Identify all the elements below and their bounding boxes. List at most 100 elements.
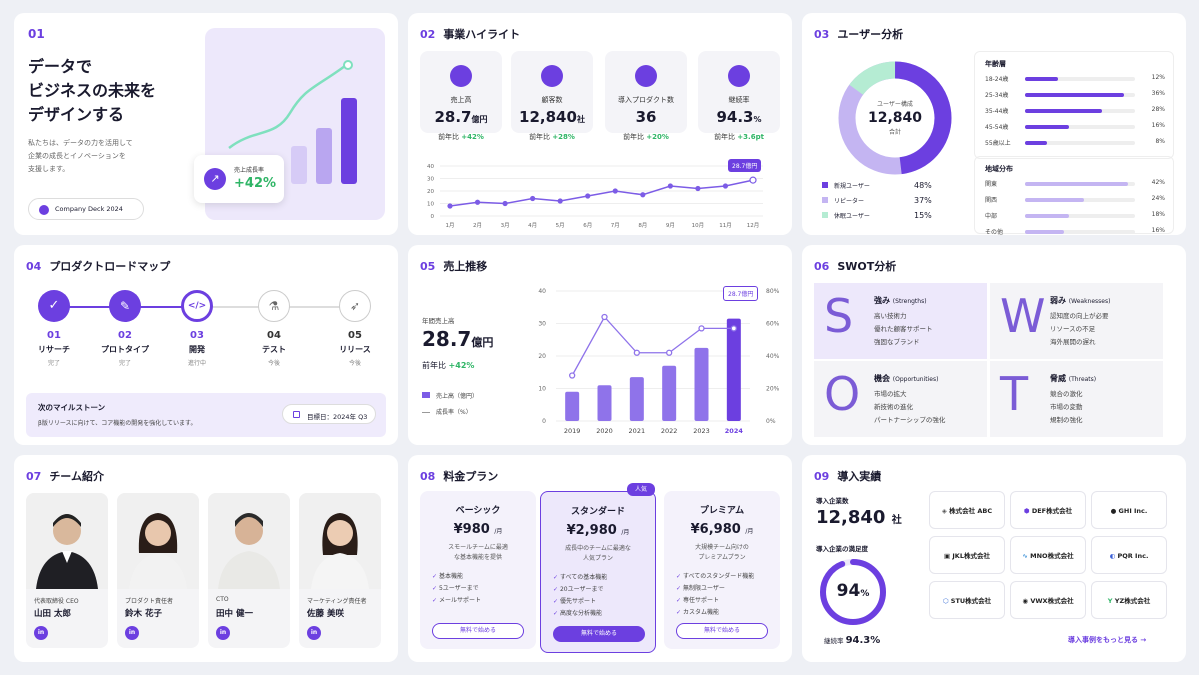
swot-card: 06 SWOT分析 S 強み (Strengths) 高い技術力 優れた顧客サポート… bbox=[802, 245, 1186, 445]
growth-point bbox=[730, 325, 737, 332]
start-free-button[interactable]: 無料で始める bbox=[432, 623, 524, 639]
trend-up-icon: ↗ bbox=[204, 168, 226, 190]
y2-tick-label: 40% bbox=[766, 353, 780, 360]
client-logo: ◉ VWX株式会社 bbox=[1010, 581, 1086, 619]
data-point bbox=[557, 198, 563, 204]
client-logo: ◈ 株式会社 ABC bbox=[929, 491, 1005, 529]
x-tick-label: 10月 bbox=[692, 222, 705, 229]
distribution-row: 関西 24% bbox=[985, 195, 1165, 205]
yearly-combo-chart: 0 0% 10 20% 20 40% 30 60% 40 80% 2019 2020 2021 2022 2… bbox=[538, 288, 780, 435]
section-title: 08 料金プラン bbox=[420, 470, 499, 483]
x-tick-label: 6月 bbox=[583, 222, 592, 229]
client-logo: Y YZ株式会社 bbox=[1091, 581, 1167, 619]
data-point bbox=[447, 203, 453, 209]
line-chart-callout: 28.7億円 bbox=[728, 159, 762, 172]
row-label: 55歳以上 bbox=[985, 140, 1011, 147]
row-percent: 16% bbox=[1151, 227, 1165, 234]
roadmap-step-research: ✓ 01 リサーチ 完了 bbox=[19, 290, 89, 367]
member-card: 代表取締役 CEO 山田 太郎 in bbox=[26, 493, 108, 648]
pricing-card: 08 料金プラン ベーシック ¥980 /月 スモールチームに最適 な基本機能を提供… bbox=[408, 455, 792, 662]
flask-icon: ⚗ bbox=[258, 290, 290, 322]
swot-opportunities: O 機会 (Opportunities) 市場の拡大 新技術の進化 パートナーシップ… bbox=[814, 361, 987, 437]
bar-chart-icon bbox=[450, 65, 472, 87]
more-cases-link[interactable]: 導入事例をもっと見る → bbox=[1068, 636, 1147, 644]
distribution-bar bbox=[1025, 214, 1069, 218]
data-point bbox=[695, 185, 701, 192]
legend-item: リピーター 37% bbox=[822, 196, 932, 211]
section-title: 05 売上推移 bbox=[420, 260, 488, 273]
x-tick-label: 2023 bbox=[693, 427, 710, 435]
gauge-fill bbox=[820, 559, 886, 625]
sales-trend-card: 05 売上推移 年間売上高 28.7億円 前年比 +42% 売上高（億円） 成長率… bbox=[408, 245, 792, 445]
client-logo: ● GHI Inc. bbox=[1091, 491, 1167, 529]
milestone-target-button[interactable]: 目標日：2024年 Q3 bbox=[282, 404, 376, 424]
highlights-card: 02 事業ハイライト 売上高 28.7億円 前年比 +42% 顧客数 12,840… bbox=[408, 13, 792, 235]
avatar bbox=[117, 493, 199, 589]
monthly-line-chart: 0 10 20 30 40 1月 2月 3月 4月 5月 6月 7月 8月 9月 10月 11月 12月 bbox=[427, 164, 763, 229]
distribution-bar bbox=[1025, 93, 1124, 97]
distribution-row: 35-44歳 28% bbox=[985, 106, 1165, 116]
data-point bbox=[640, 192, 646, 198]
y2-tick-label: 20% bbox=[766, 386, 780, 393]
y-tick-label: 0 bbox=[542, 418, 546, 425]
kpi-products: 導入プロダクト数 36 前年比 +20% bbox=[605, 51, 687, 141]
growth-point bbox=[601, 313, 608, 321]
client-logo: ⬡ STU株式会社 bbox=[929, 581, 1005, 619]
bar bbox=[662, 365, 677, 421]
distribution-bar bbox=[1025, 230, 1065, 234]
linkedin-icon[interactable]: in bbox=[34, 626, 48, 640]
distribution-bar bbox=[1025, 125, 1069, 129]
row-label: 18-24歳 bbox=[985, 76, 1009, 83]
cart-icon bbox=[635, 65, 657, 87]
row-percent: 18% bbox=[1151, 211, 1165, 218]
kpi-sales: 売上高 28.7億円 前年比 +42% bbox=[420, 51, 502, 141]
client-logo: ▣ JKL株式会社 bbox=[929, 536, 1005, 574]
check-icon: ✓ bbox=[38, 290, 70, 322]
legend-line: 成長率（%） bbox=[422, 407, 472, 416]
avatar bbox=[299, 493, 381, 589]
growth-point bbox=[569, 372, 576, 379]
row-label: 45-54歳 bbox=[985, 124, 1009, 131]
x-tick-label: 2月 bbox=[473, 222, 482, 229]
linkedin-icon[interactable]: in bbox=[307, 626, 321, 640]
company-deck-button[interactable]: Company Deck 2024 bbox=[28, 198, 144, 220]
growth-badge: ↗ 売上成長率 +42% bbox=[194, 155, 284, 203]
linkedin-icon[interactable]: in bbox=[125, 626, 139, 640]
distribution-row: 45-54歳 16% bbox=[985, 122, 1165, 132]
swot-strengths: S 強み (Strengths) 高い技術力 優れた顧客サポート 強固なブランド bbox=[814, 283, 987, 359]
distribution-bar bbox=[1025, 77, 1058, 81]
data-point bbox=[585, 193, 591, 199]
x-tick-label: 8月 bbox=[638, 222, 647, 229]
legend-item: 休眠ユーザー 15% bbox=[822, 211, 932, 226]
y2-tick-label: 80% bbox=[766, 288, 780, 295]
client-logo: ⬢ DEF株式会社 bbox=[1010, 491, 1086, 529]
x-tick-label: 11月 bbox=[719, 222, 732, 229]
swot-threats: T 脅威 (Threats) 競合の激化 市場の変動 規制の強化 bbox=[990, 361, 1163, 437]
age-panel: 年齢層 18-24歳 12% 25-34歳 36% 35-44歳 28% 45-54歳 16%… bbox=[974, 51, 1174, 159]
x-tick-label: 12月 bbox=[747, 222, 760, 229]
start-free-button[interactable]: 無料で始める bbox=[553, 626, 645, 642]
growth-point bbox=[698, 325, 705, 332]
pie-chart-icon bbox=[728, 65, 750, 87]
region-panel: 地域分布 関東 42% 関西 24% 中部 18% その他 16% bbox=[974, 156, 1174, 235]
x-tick-label: 2022 bbox=[661, 427, 678, 435]
start-free-button[interactable]: 無料で始める bbox=[676, 623, 768, 639]
distribution-bar bbox=[1025, 141, 1047, 145]
hero-card: 01 データで ビジネスの未来を デザインする 私たちは、データの力を活用して … bbox=[14, 13, 398, 235]
rocket-icon: ➶ bbox=[339, 290, 371, 322]
user-legend: 新規ユーザー 48% リピーター 37% 休眠ユーザー 15% bbox=[822, 181, 932, 226]
client-logo: ∿ MNO株式会社 bbox=[1010, 536, 1086, 574]
x-tick-label: 2020 bbox=[596, 427, 613, 435]
y2-tick-label: 60% bbox=[766, 321, 780, 328]
linkedin-icon[interactable]: in bbox=[216, 626, 230, 640]
series-line bbox=[449, 179, 754, 207]
row-percent: 28% bbox=[1151, 106, 1165, 113]
avatar bbox=[208, 493, 290, 589]
row-percent: 42% bbox=[1151, 179, 1165, 186]
member-card: マーケティング責任者 佐藤 美咲 in bbox=[299, 493, 381, 648]
y-tick-label: 30 bbox=[427, 177, 434, 183]
row-label: 関西 bbox=[985, 197, 998, 204]
